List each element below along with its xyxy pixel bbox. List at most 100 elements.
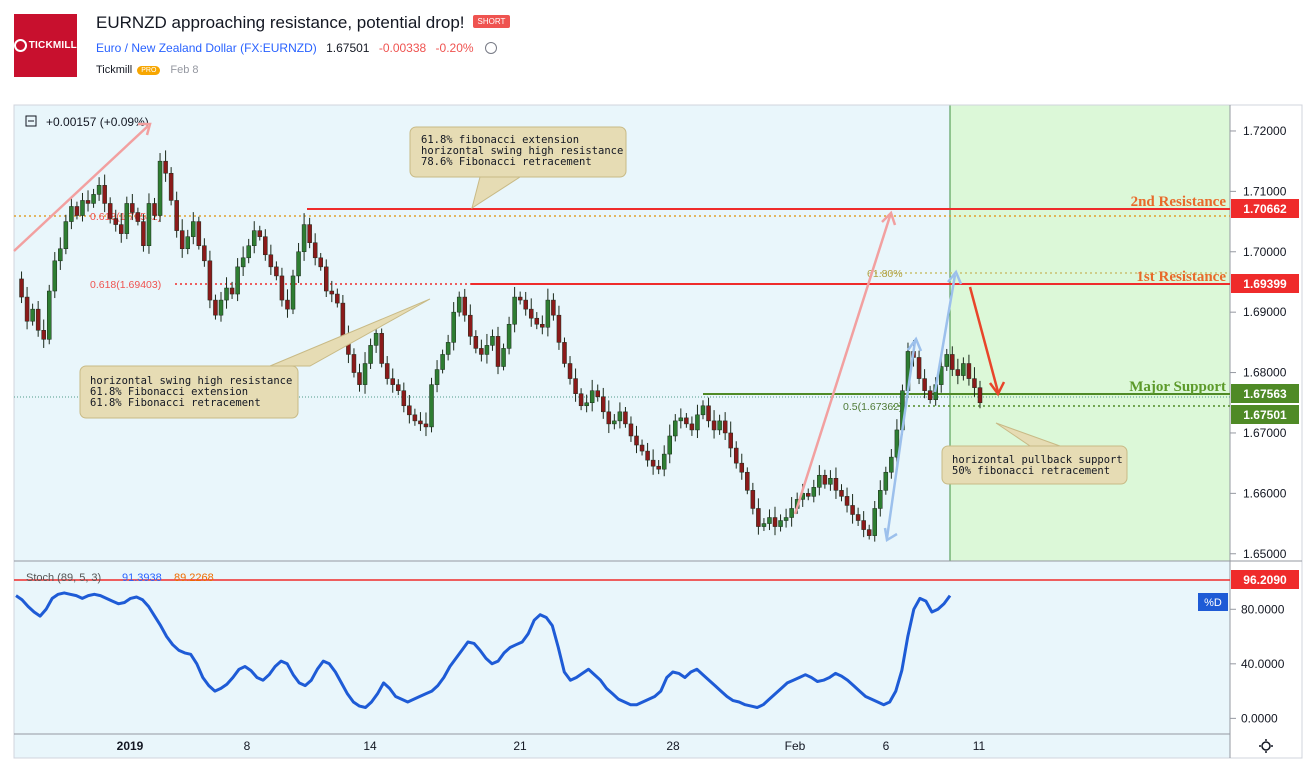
candle-body [656, 465, 661, 470]
candle-body [285, 299, 290, 310]
note-right-line-1: horizontal pullback support [952, 454, 1123, 466]
candle-body [711, 420, 717, 431]
stoch-tick-label: 80.0000 [1241, 602, 1285, 616]
candle-body [379, 333, 384, 364]
last-price: 1.67501 [326, 41, 370, 55]
candle-body [290, 275, 296, 310]
price-tick-label: 1.68000 [1243, 366, 1287, 380]
price-change-pct: -0.20% [435, 41, 474, 55]
candle-body [91, 194, 96, 204]
note-top-line-3: 78.6% Fibonacci retracement [421, 156, 592, 168]
alert-clock-icon[interactable] [484, 41, 497, 54]
tickmill-logo[interactable]: TICKMILL [14, 14, 77, 77]
chart-border [13, 104, 1303, 759]
candle-body [717, 420, 722, 431]
price-tick-label: 1.70000 [1243, 245, 1287, 259]
candle-body [839, 490, 844, 497]
note-right[interactable]: horizontal pullback support 50% fibonacc… [941, 422, 1128, 485]
candle-body [589, 390, 595, 404]
candle-body [606, 411, 612, 425]
fib-label-4: 0.5(1.67362) [843, 401, 903, 413]
major-support-tag-value: 1.67563 [1243, 387, 1287, 401]
arrow-rise-1 [13, 125, 149, 252]
candle-body [329, 290, 335, 295]
note-top-box [409, 126, 627, 178]
candle-body [512, 296, 517, 325]
candle-body [523, 299, 528, 310]
candle-body [307, 224, 312, 243]
author-line: Tickmill PRO Feb 8 [96, 64, 199, 76]
arrow-rise-1-head [138, 122, 152, 136]
candle-body [41, 330, 46, 340]
candle-body [451, 311, 456, 343]
price-tick-label: 1.67000 [1243, 426, 1287, 440]
candle-body [850, 505, 855, 515]
fib-label-2: 0.618(1.69403) [90, 279, 161, 291]
legend-change: +0.00157 (+0.09%) [46, 115, 149, 129]
candle-body [130, 203, 135, 213]
candle-body [152, 203, 157, 216]
stoch-tick-label: 40.0000 [1241, 657, 1285, 671]
swing-arrows [883, 269, 963, 543]
candle-body [96, 185, 102, 195]
note-top-line-1: 61.8% fibonacci extension [421, 134, 579, 146]
candle-body [174, 200, 179, 231]
candle-body [401, 390, 407, 407]
candle-body [866, 529, 872, 536]
candle-body [916, 357, 922, 379]
note-left-line-3: 61.8% Fibonacci retracement [90, 397, 261, 409]
candle-body [113, 218, 118, 225]
price-change: -0.00338 [378, 41, 427, 55]
candle-body [833, 478, 839, 491]
candle-body [972, 378, 977, 388]
candle-body [861, 520, 866, 530]
candle-series[interactable] [19, 150, 983, 542]
candle-body [789, 508, 794, 518]
candle-body [318, 257, 323, 268]
settings-gear-icon[interactable] [1261, 741, 1271, 751]
stoch-axis[interactable]: 80.0000 40.0000 0.0000 [1230, 602, 1285, 725]
note-left[interactable]: horizontal swing high resistance 61.8% F… [79, 298, 431, 419]
candle-body [601, 396, 606, 413]
stoch-d-line[interactable] [15, 591, 952, 709]
collapse-icon[interactable] [25, 115, 37, 127]
candle-body [240, 257, 246, 268]
author-name-link[interactable]: Tickmill [96, 64, 133, 76]
symbol-name-link[interactable]: Euro / New Zealand Dollar [96, 41, 237, 55]
candle-body [562, 342, 567, 364]
time-tick-label: 8 [244, 739, 251, 753]
candle-body [35, 308, 41, 331]
swing-arrow-1 [885, 340, 917, 539]
symbol-ticker-link[interactable]: (FX:EURNZD) [240, 41, 317, 55]
candle-body [362, 363, 368, 385]
candle-body [202, 245, 207, 262]
candle-body [950, 354, 955, 370]
idea-title-text: EURNZD approaching resistance, potential… [96, 13, 465, 32]
candle-body [434, 369, 440, 385]
candle-body [52, 260, 58, 292]
candle-body [445, 342, 451, 355]
time-axis[interactable]: 2019 8 14 21 28 Feb 6 11 [117, 739, 986, 753]
candle-body [872, 508, 877, 536]
stoch-d-badge-text: %D [1204, 597, 1222, 609]
note-top[interactable]: 61.8% fibonacci extension horizontal swi… [409, 126, 627, 210]
candle-body [368, 345, 373, 364]
candle-body [19, 278, 24, 298]
candle-body [235, 266, 240, 295]
candle-body [728, 432, 733, 449]
candle-body [977, 387, 983, 404]
price-axis[interactable]: 1.72000 1.71000 1.70000 1.69000 1.68000 1.670… [1230, 124, 1287, 561]
candle-body [551, 299, 556, 316]
candle-body [102, 185, 107, 204]
candle-body [706, 405, 711, 422]
stoch-d-badge [1198, 593, 1228, 611]
candle-body [678, 417, 684, 422]
candle-body [684, 417, 689, 425]
price-tick-label: 1.66000 [1243, 486, 1287, 500]
candle-body [490, 336, 495, 346]
candle-body [85, 200, 91, 204]
fib-label-3: 61.80% [867, 268, 903, 280]
candle-body [756, 508, 761, 527]
candle-body [922, 378, 927, 391]
